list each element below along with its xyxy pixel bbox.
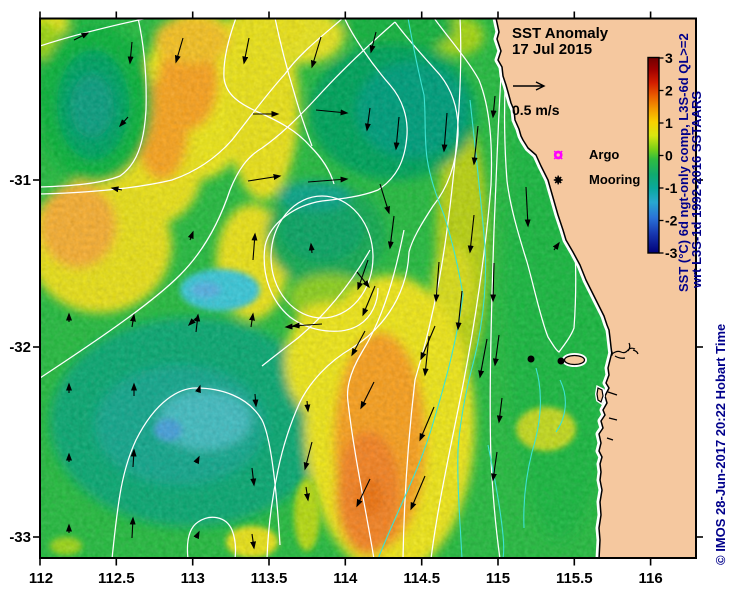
svg-text:wrt L3S-1d 1992-2016 SSTAARS: wrt L3S-1d 1992-2016 SSTAARS [689,91,704,289]
svg-text:-3: -3 [665,245,678,261]
svg-text:-1: -1 [665,180,678,196]
svg-text:114: 114 [333,570,358,587]
svg-text:0: 0 [665,148,673,164]
svg-text:112.5: 112.5 [98,570,135,587]
svg-text:3: 3 [665,50,673,66]
svg-text:112: 112 [29,570,53,587]
svg-text:-33: -33 [9,529,31,546]
svg-text:2: 2 [665,83,673,99]
svg-text:0.5 m/s: 0.5 m/s [512,102,560,118]
svg-text:115.5: 115.5 [556,570,593,587]
svg-text:113: 113 [181,570,205,587]
svg-text:115: 115 [486,570,510,587]
svg-text:-2: -2 [665,213,678,229]
svg-text:SST (°C) 6d ngt-only comp, L3S: SST (°C) 6d ngt-only comp, L3S-6d QL>=2 [676,33,691,292]
svg-text:SST Anomaly: SST Anomaly [512,25,609,42]
svg-text:17 Jul 2015: 17 Jul 2015 [512,41,592,58]
svg-text:114.5: 114.5 [403,570,440,587]
svg-text:Argo: Argo [589,147,619,162]
svg-text:116: 116 [638,570,662,587]
svg-text:Mooring: Mooring [589,172,640,187]
svg-text:113.5: 113.5 [251,570,288,587]
svg-text:1: 1 [665,115,673,131]
svg-text:© IMOS 28-Jun-2017 20:22 Hobar: © IMOS 28-Jun-2017 20:22 Hobart Time [713,324,728,565]
svg-text:-31: -31 [9,172,31,189]
svg-text:-32: -32 [9,339,31,356]
